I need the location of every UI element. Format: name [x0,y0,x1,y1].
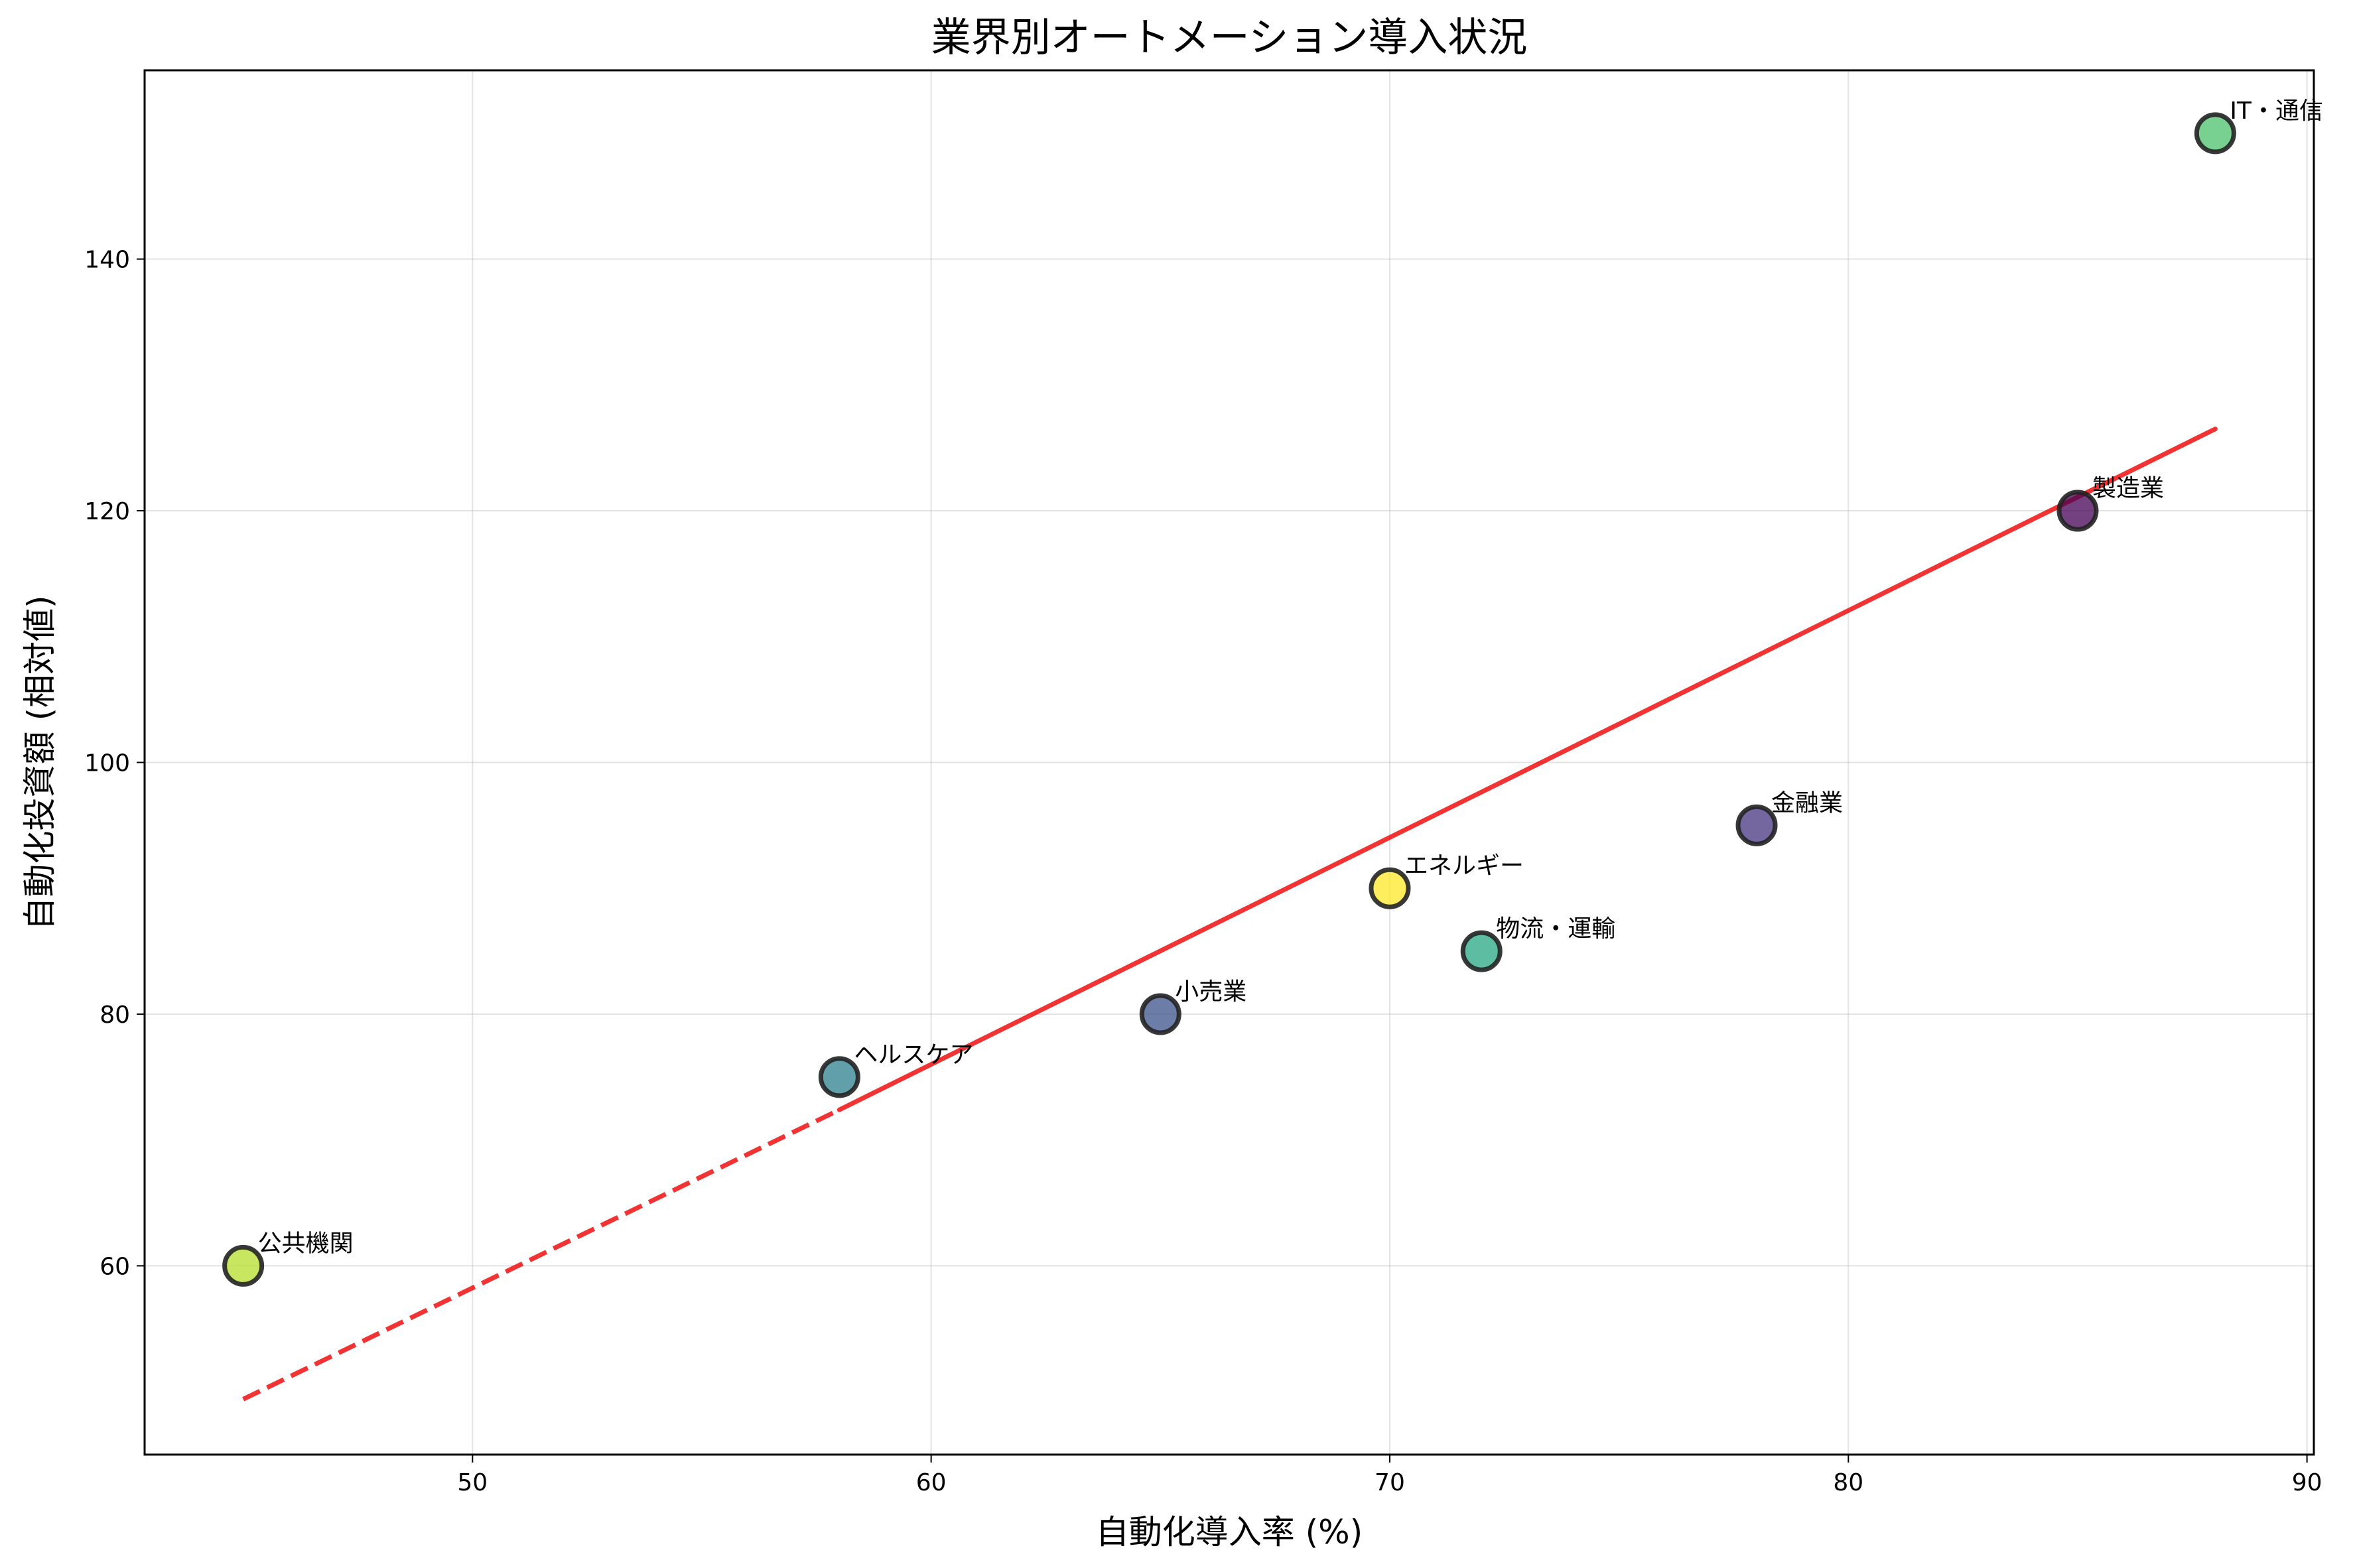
point-label: IT・通信 [2230,98,2323,125]
grid [145,70,2314,1455]
x-axis-ticks: 50 60 70 80 90 [457,1455,2322,1496]
data-point [1369,867,1411,909]
point-label: ヘルスケア [854,1041,973,1069]
point-label: 製造業 [2092,475,2164,502]
x-tick-label: 80 [1833,1469,1863,1496]
x-axis-label: 自動化導入率 (%) [1096,1513,1363,1551]
y-tick-label: 120 [84,498,130,525]
chart-title: 業界別オートメーション導入状況 [931,15,1528,61]
data-point [2194,112,2236,155]
point-label: 金融業 [1771,789,1843,817]
trend-line-solid [837,426,2218,1112]
data-point [1735,804,1778,846]
y-tick-label: 100 [84,750,130,777]
data-points [222,112,2236,1287]
y-tick-label: 140 [84,247,130,274]
x-tick-label: 70 [1375,1469,1405,1496]
trend-line-dashed [242,1107,840,1402]
y-axis-ticks: 60 80 100 120 140 [84,247,145,1280]
data-point [222,1244,265,1287]
point-label: 小売業 [1175,978,1246,1006]
point-label: エネルギー [1404,852,1524,880]
x-tick-label: 50 [457,1469,488,1496]
data-point [1460,930,1503,972]
data-point [2056,490,2099,532]
y-axis-label: 自動化投資額 (相対値) [21,596,59,931]
data-point [1139,993,1181,1035]
trend-line [242,426,2218,1402]
point-label: 物流・運輸 [1496,915,1615,943]
y-tick-label: 80 [100,1002,130,1029]
point-label: 公共機関 [258,1230,354,1257]
x-tick-label: 90 [2292,1469,2322,1496]
y-tick-label: 60 [100,1253,130,1280]
x-tick-label: 60 [916,1469,947,1496]
data-point [818,1056,860,1098]
